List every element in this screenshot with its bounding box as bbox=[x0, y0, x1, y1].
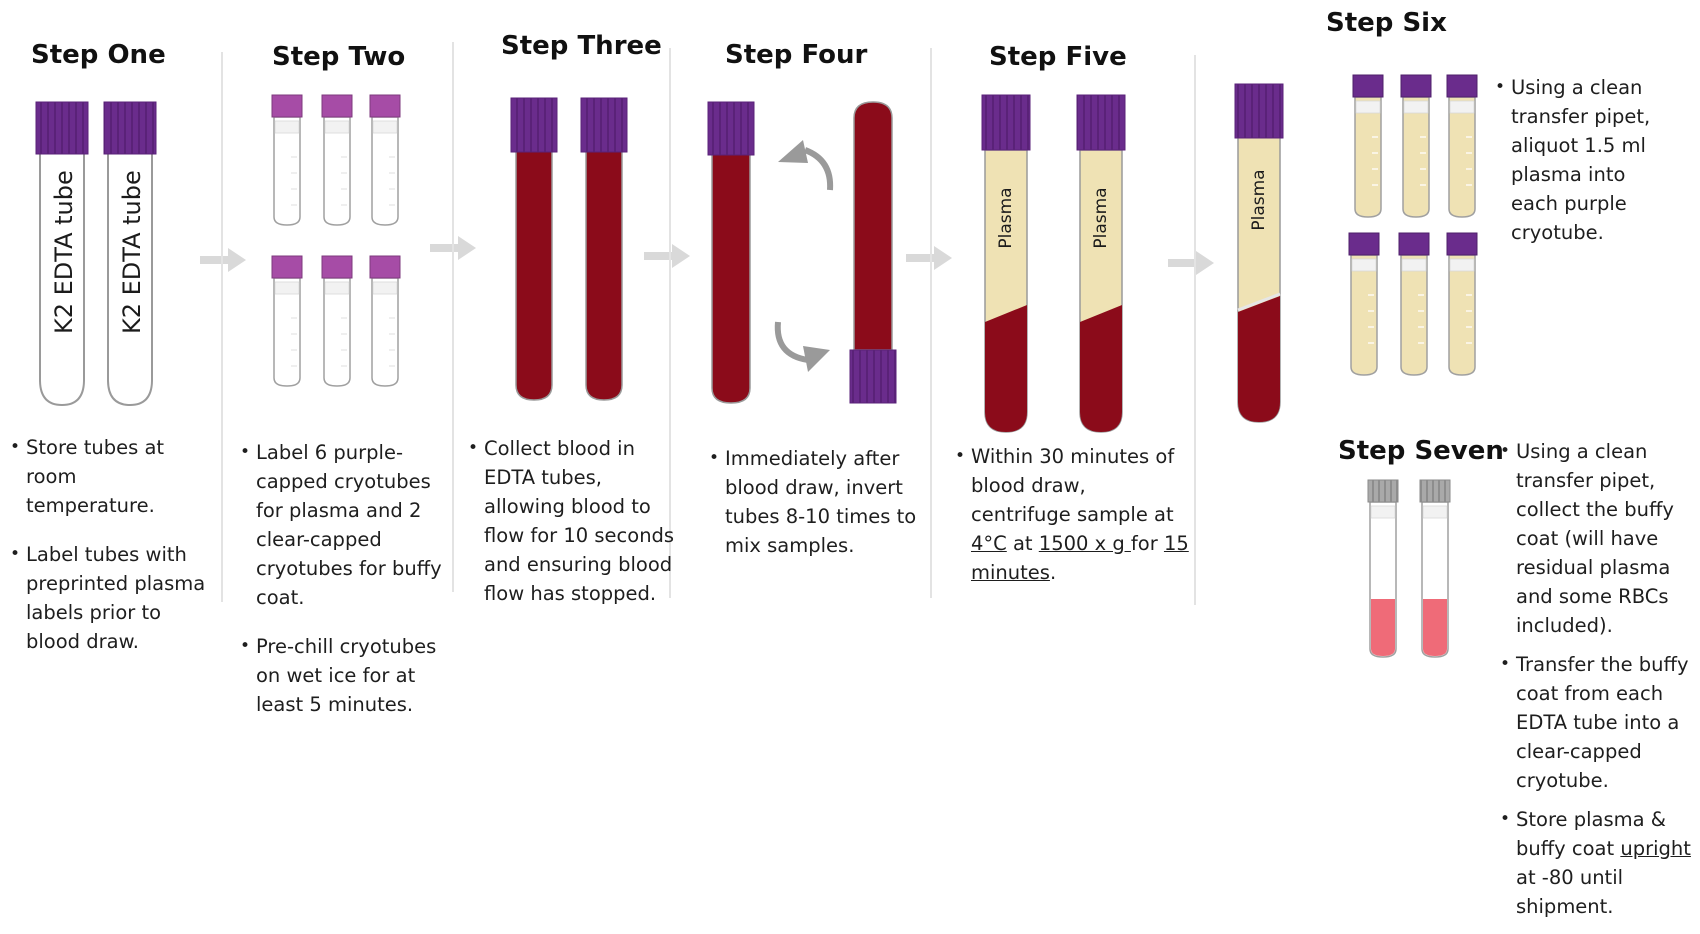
step-four-bullets: Immediately after blood draw, invert tub… bbox=[709, 444, 919, 580]
empty-cryotubes bbox=[271, 94, 401, 387]
k2-edta-tube-2 bbox=[103, 101, 157, 407]
step-seven-bullet-2: Transfer the buffy coat from each EDTA t… bbox=[1500, 650, 1698, 795]
step-four-bullet-1: Immediately after blood draw, invert tub… bbox=[709, 444, 919, 560]
step-seven-bullets: Using a clean transfer pipet, collect th… bbox=[1500, 437, 1698, 931]
step-seven-title: Step Seven bbox=[1338, 436, 1504, 466]
step-three-bullets: Collect blood in EDTA tubes, allowing bl… bbox=[468, 434, 683, 628]
right-arrow-icon bbox=[200, 236, 1214, 275]
step-one-bullets: Store tubes at room temperature. Label t… bbox=[10, 433, 210, 676]
step-five-bullet-1: Within 30 minutes of blood draw, centrif… bbox=[955, 442, 1190, 587]
tube-label-plasma-2: Plasma bbox=[1091, 187, 1111, 249]
separated-tube bbox=[1234, 83, 1284, 423]
step-dividers bbox=[221, 42, 1196, 605]
tube-label-plasma-3: Plasma bbox=[1249, 169, 1269, 231]
step-two-bullets: Label 6 purple-capped cryotubes for plas… bbox=[240, 438, 450, 739]
cryotube bbox=[1446, 74, 1478, 218]
step-six-title: Step Six bbox=[1326, 8, 1447, 38]
step-two-bullet-2: Pre-chill cryotubes on wet ice for at le… bbox=[240, 632, 450, 719]
step-five-title: Step Five bbox=[989, 42, 1127, 72]
cryotube bbox=[1400, 74, 1432, 218]
step-five-bullets: Within 30 minutes of blood draw, centrif… bbox=[955, 442, 1190, 607]
cryotube bbox=[1348, 232, 1380, 376]
step-seven-bullet-3: Store plasma & buffy coat upright at -80… bbox=[1500, 805, 1698, 921]
k2-edta-tube-1 bbox=[35, 101, 89, 407]
cryotube bbox=[271, 94, 303, 226]
cryotube bbox=[1398, 232, 1430, 376]
step-seven-bullet-1: Using a clean transfer pipet, collect th… bbox=[1500, 437, 1698, 640]
blood-tube-1 bbox=[510, 97, 558, 401]
centrifuged-tube-2 bbox=[1076, 94, 1126, 433]
cryotube bbox=[369, 94, 401, 226]
cryotube bbox=[321, 255, 353, 387]
inverted-blood-tube bbox=[849, 101, 897, 404]
upright-blood-tube bbox=[707, 101, 755, 404]
cryotube bbox=[369, 255, 401, 387]
step-three-title: Step Three bbox=[501, 31, 662, 61]
step-two-title: Step Two bbox=[272, 42, 406, 72]
step-six-bullets: Using a clean transfer pipet, aliquot 1.… bbox=[1495, 73, 1665, 267]
cryotube bbox=[1446, 232, 1478, 376]
tube-label-k2-1: K2 EDTA tube bbox=[50, 170, 78, 334]
cryotube bbox=[1419, 479, 1451, 658]
rotate-arrow-icon bbox=[774, 140, 834, 372]
cryotube bbox=[321, 94, 353, 226]
tube-label-k2-2: K2 EDTA tube bbox=[118, 170, 146, 334]
step-one-bullet-1: Store tubes at room temperature. bbox=[10, 433, 210, 520]
cryotube bbox=[1367, 479, 1399, 658]
step-one-bullet-2: Label tubes with preprinted plasma label… bbox=[10, 540, 210, 656]
step-one-title: Step One bbox=[31, 40, 166, 70]
step-three-bullet-1: Collect blood in EDTA tubes, allowing bl… bbox=[468, 434, 683, 608]
step-two-bullet-1: Label 6 purple-capped cryotubes for plas… bbox=[240, 438, 450, 612]
cryotube bbox=[271, 255, 303, 387]
blood-tube-2 bbox=[580, 97, 628, 401]
centrifuged-tube-1 bbox=[981, 94, 1031, 433]
cryotube bbox=[1352, 74, 1384, 218]
step-four-title: Step Four bbox=[725, 40, 868, 70]
buffy-coat-cryotubes bbox=[1367, 479, 1451, 658]
tube-label-plasma-1: Plasma bbox=[996, 187, 1016, 249]
plasma-cryotubes bbox=[1348, 74, 1478, 376]
step-six-bullet-1: Using a clean transfer pipet, aliquot 1.… bbox=[1495, 73, 1665, 247]
